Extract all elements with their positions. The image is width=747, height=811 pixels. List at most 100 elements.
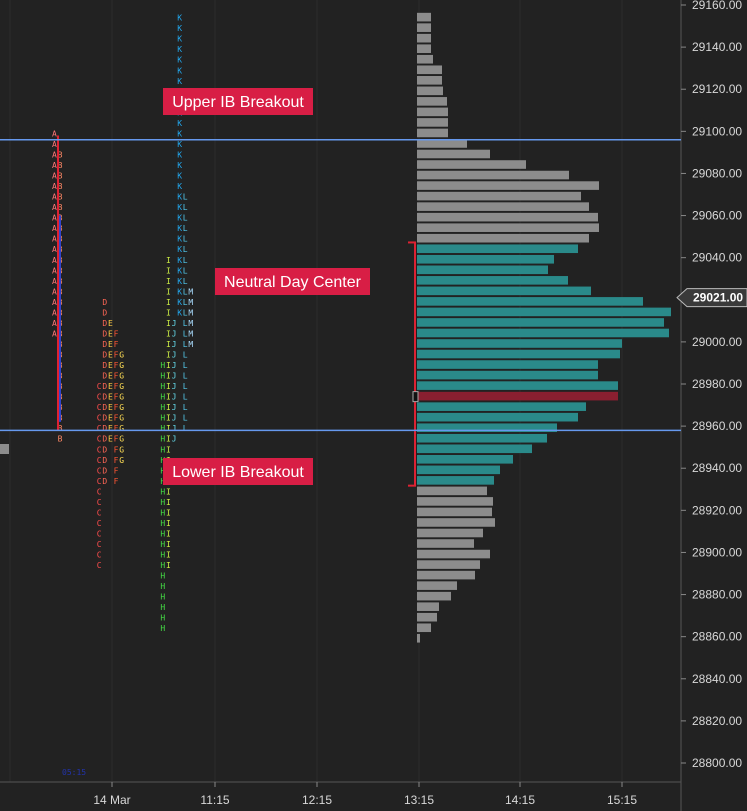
profile-bar[interactable] (417, 160, 526, 169)
profile-bar[interactable] (417, 107, 448, 117)
tpo-letter-C: C (97, 519, 102, 528)
tpo-letter-M: M (188, 329, 193, 338)
tpo-letter-H: H (160, 382, 165, 391)
tpo-letter-L: L (183, 329, 188, 338)
tpo-letter-D: D (102, 445, 107, 454)
tpo-letter-D: D (102, 308, 107, 317)
profile-bar[interactable] (417, 23, 431, 32)
profile-bar[interactable] (417, 591, 451, 601)
profile-bar[interactable] (417, 444, 532, 454)
profile-bar[interactable] (417, 402, 586, 411)
profile-bar[interactable] (417, 33, 431, 43)
x-axis[interactable]: 14 Mar 11:15 12:15 13:15 14:15 15:15 (93, 782, 637, 807)
profile-bar[interactable] (417, 128, 448, 138)
profile-bar[interactable] (417, 433, 547, 443)
tpo-letter-K: K (177, 14, 182, 23)
tpo-letter-A: A (52, 298, 57, 307)
tpo-letter-K: K (177, 298, 182, 307)
tpo-letter-I: I (166, 393, 171, 402)
tpo-letter-A: A (52, 203, 57, 212)
tpo-letter-D: D (102, 393, 107, 402)
profile-bar[interactable] (417, 170, 569, 180)
profile-bar[interactable] (417, 612, 437, 622)
profile-bar[interactable] (417, 297, 643, 306)
profile-bar[interactable] (417, 518, 495, 527)
profile-bar[interactable] (417, 328, 669, 338)
tpo-letter-M: M (188, 340, 193, 349)
profile-bar[interactable] (417, 549, 490, 559)
tpo-letter-A: A (52, 224, 57, 233)
profile-bar[interactable] (417, 370, 598, 380)
profile-bar[interactable] (417, 223, 599, 232)
profile-bar[interactable] (417, 339, 622, 348)
tpo-letter-D: D (102, 340, 107, 349)
profile-bar[interactable] (417, 602, 439, 611)
tpo-letter-G: G (119, 445, 124, 454)
profile-bar[interactable] (417, 528, 483, 538)
tpo-letter-K: K (177, 235, 182, 244)
tpo-letter-J: J (172, 414, 177, 423)
tpo-letter-K: K (177, 77, 182, 86)
x-tick-label: 14:15 (505, 793, 535, 807)
profile-bar[interactable] (417, 507, 492, 517)
tpo-letter-I: I (166, 340, 171, 349)
profile-bar[interactable] (417, 570, 475, 580)
profile-bar[interactable] (417, 476, 494, 485)
profile-bar[interactable] (417, 12, 431, 22)
profile-bar[interactable] (417, 623, 431, 633)
profile-bar[interactable] (417, 97, 447, 106)
tpo-letter-F: F (114, 445, 119, 454)
tpo-letter-K: K (177, 56, 182, 65)
tpo-letter-L: L (183, 393, 188, 402)
profile-bar[interactable] (417, 244, 578, 254)
profile-bar[interactable] (417, 191, 581, 201)
tpo-letter-B: B (58, 435, 63, 444)
profile-bar[interactable] (417, 65, 442, 75)
profile-bar[interactable] (417, 149, 490, 159)
tpo-letter-I: I (166, 277, 171, 286)
profile-bar[interactable] (417, 349, 620, 359)
profile-bar[interactable] (417, 286, 591, 296)
profile-bar[interactable] (417, 497, 493, 506)
tpo-letter-I: I (166, 540, 171, 549)
profile-bar[interactable] (417, 181, 599, 190)
profile-bar[interactable] (417, 202, 589, 211)
profile-bar[interactable] (417, 265, 548, 275)
profile-bar[interactable] (417, 633, 420, 643)
profile-bar[interactable] (417, 581, 457, 590)
profile-bar[interactable] (417, 465, 500, 475)
profile-bar[interactable] (417, 307, 671, 317)
profile-bar[interactable] (417, 76, 442, 85)
tpo-letter-K: K (177, 182, 182, 191)
profile-bar[interactable] (417, 455, 513, 464)
profile-bar[interactable] (417, 254, 554, 264)
tpo-letter-H: H (160, 593, 165, 602)
profile-bar[interactable] (417, 560, 480, 569)
profile-bar[interactable] (417, 276, 568, 285)
profile-bar[interactable] (417, 381, 618, 390)
tpo-letter-I: I (166, 551, 171, 560)
tpo-letter-A: A (52, 319, 57, 328)
profile-bar[interactable] (417, 54, 433, 64)
profile-bar[interactable] (417, 86, 443, 96)
profile-bar[interactable] (417, 391, 618, 401)
tpo-letter-L: L (183, 298, 188, 307)
tpo-letter-L: L (183, 203, 188, 212)
profile-bar[interactable] (417, 423, 557, 433)
tpo-letter-H: H (160, 614, 165, 623)
profile-bar[interactable] (417, 212, 598, 222)
profile-bar[interactable] (417, 486, 487, 496)
y-axis[interactable]: 29160.00 29140.00 29120.00 29100.00 29080.00… (676, 0, 747, 770)
tpo-letter-A: A (52, 245, 57, 254)
profile-bar[interactable] (417, 233, 589, 243)
profile-bar[interactable] (417, 318, 664, 327)
profile-bar[interactable] (417, 139, 467, 148)
profile-bar[interactable] (417, 44, 431, 54)
profile-bar[interactable] (417, 360, 598, 369)
tpo-letter-L: L (183, 308, 188, 317)
y-tick-label: 29000.00 (692, 335, 742, 349)
profile-bar[interactable] (417, 539, 474, 548)
profile-bar[interactable] (417, 412, 578, 422)
profile-bar[interactable] (417, 118, 448, 127)
